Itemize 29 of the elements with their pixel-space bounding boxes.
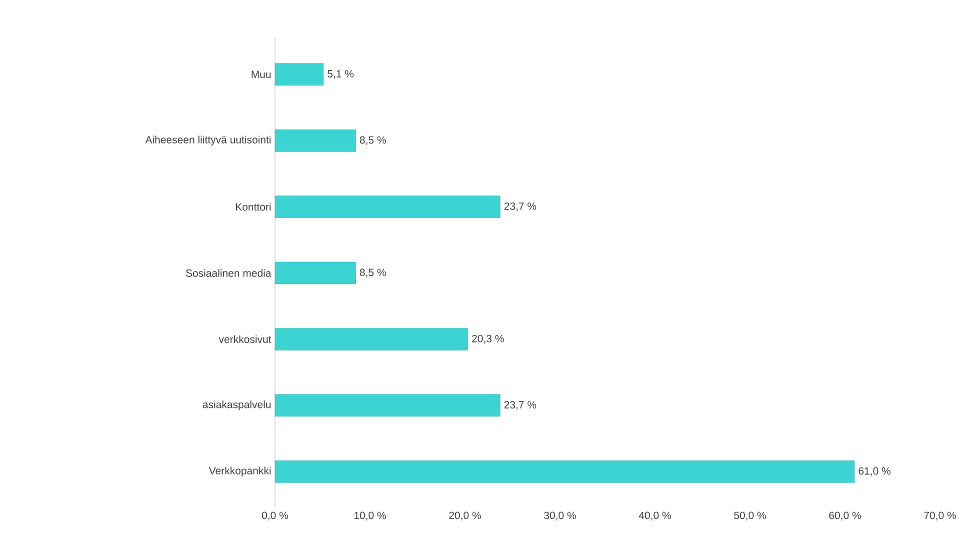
bar — [274, 129, 356, 152]
bar — [274, 196, 500, 218]
y-tick-label: Aiheeseen liittyvä uutisointi — [145, 136, 271, 146]
bar — [274, 63, 324, 86]
x-tick-label: 10,0 % — [354, 512, 386, 520]
data-label: 20,3 % — [472, 334, 504, 344]
data-label: 23,7 % — [504, 202, 536, 212]
data-label: 8,5 % — [360, 268, 386, 278]
y-tick-label: asiakaspalvelu — [202, 400, 271, 410]
x-tick-label: 20,0 % — [449, 512, 481, 520]
y-tick-label: Muu — [252, 70, 271, 78]
bar — [274, 262, 356, 284]
x-tick-label: 60,0 % — [829, 512, 861, 520]
y-tick-label: verkkosivut — [218, 335, 272, 344]
x-tick-label: 70,0 % — [924, 512, 956, 520]
x-tick-label: 40,0 % — [638, 512, 671, 520]
bar — [274, 328, 468, 350]
y-tick-label: Sosiaalinen media — [186, 269, 272, 277]
y-tick-label: Verkkopankki — [208, 466, 271, 476]
x-tick-label: 0,0 % — [262, 512, 288, 520]
data-label: 5,1 % — [328, 70, 354, 79]
x-tick-label: 30,0 % — [544, 512, 576, 520]
x-tick-label: 50,0 % — [734, 512, 766, 520]
data-label: 8,5 % — [360, 136, 386, 145]
bar — [274, 460, 855, 483]
data-label: 23,7 % — [504, 401, 536, 410]
bar — [274, 394, 500, 417]
y-tick-label: Konttori — [236, 202, 271, 211]
data-label: 61,0 % — [858, 467, 890, 476]
